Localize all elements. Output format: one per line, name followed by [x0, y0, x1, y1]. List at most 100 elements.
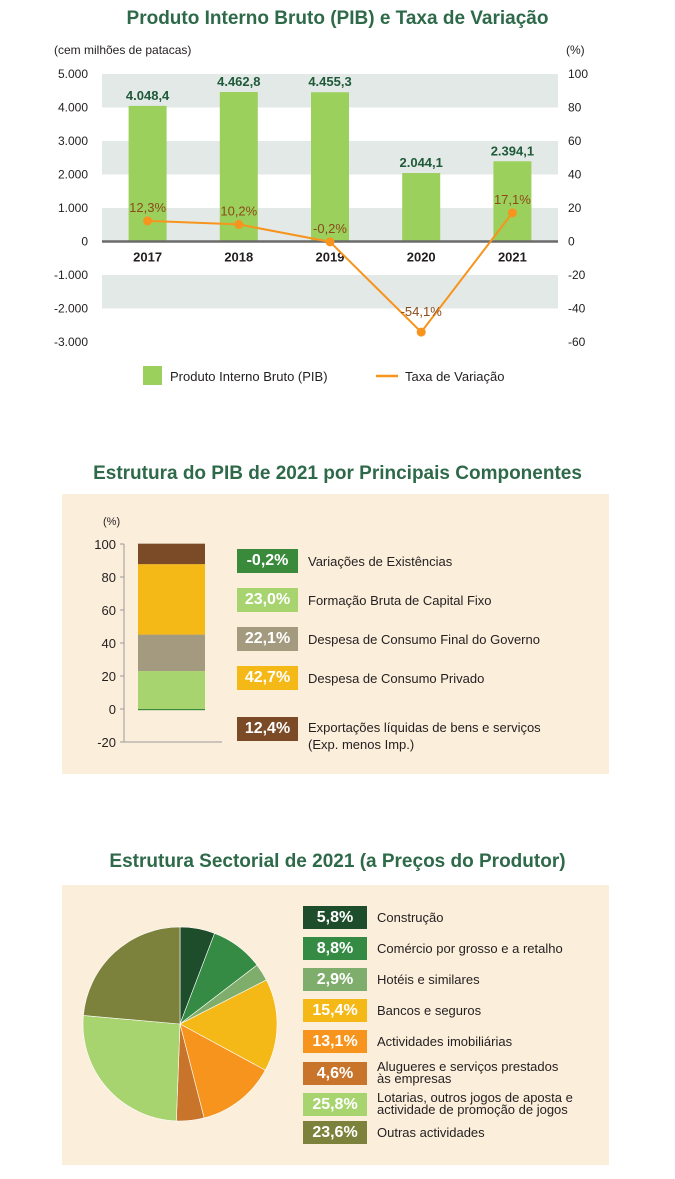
- y2-axis-title: (%): [566, 43, 585, 57]
- growth-rate-point: [234, 219, 244, 229]
- y2-tick-label: 0: [568, 235, 575, 249]
- legend-label: Hotéis e similares: [377, 972, 480, 987]
- growth-rate-label: -0,2%: [313, 221, 347, 236]
- growth-rate-label: 17,1%: [494, 192, 531, 207]
- legend-row: 4,6% Alugueres e serviços prestados às emp…: [303, 1059, 559, 1086]
- gdp-value-label: 2.394,1: [491, 143, 534, 158]
- legend-row: 5,8% Construção: [303, 906, 443, 929]
- x-tick-label: 2020: [407, 250, 436, 265]
- legend-value-badge: -0,2%: [237, 549, 298, 573]
- y-tick-label: 1.000: [58, 201, 88, 215]
- gdp-bar-line-chart: (cem milhões de patacas) (%) 5.000 4.000 3.0…: [54, 43, 588, 385]
- chart1-title: Produto Interno Bruto (PIB) e Taxa de Va…: [126, 8, 549, 29]
- y-tick-label: -3.000: [54, 335, 88, 349]
- y-tick-label: 0: [109, 702, 116, 717]
- legend-value-badge: 5,8%: [303, 906, 367, 929]
- legend-value-badge: 25,8%: [303, 1092, 367, 1116]
- stack-segment-inventory: [138, 709, 205, 711]
- gdp-bar: [402, 173, 441, 242]
- y2-tick-label: 60: [568, 134, 582, 148]
- y2-tick-label: -60: [568, 335, 586, 349]
- growth-rate-point: [416, 327, 426, 337]
- y2-tick-label: 80: [568, 101, 582, 115]
- legend-row: 22,1% Despesa de Consumo Final do Governo: [237, 627, 540, 651]
- growth-rate-label: 12,3%: [129, 200, 166, 215]
- legend-row: 23,0% Formação Bruta de Capital Fixo: [237, 588, 492, 612]
- x-tick-label: 2021: [498, 250, 527, 265]
- legend-value-badge: 23,6%: [303, 1121, 367, 1144]
- pie-slice: [82, 1015, 181, 1122]
- legend-value-badge: 22,1%: [237, 627, 298, 651]
- legend-row: 12,4% Exportações líquidas de bens e serv…: [237, 705, 541, 753]
- legend-label-line2: (Exp. menos Imp.): [308, 737, 415, 752]
- legend-row: 2,9% Hotéis e similares: [303, 968, 480, 991]
- y-axis-title: (cem milhões de patacas): [54, 43, 191, 57]
- legend-value-badge: 12,4%: [237, 717, 298, 741]
- growth-rate-label: 10,2%: [220, 203, 257, 218]
- y-tick-label: 5.000: [58, 67, 88, 81]
- y2-tick-label: -20: [568, 268, 586, 282]
- legend-value-badge: 42,7%: [237, 666, 298, 690]
- y2-tick-label: -40: [568, 302, 586, 316]
- pie-slice: [179, 1023, 266, 1119]
- legend-value-badge: 8,8%: [303, 937, 367, 960]
- y-tick-label: 3.000: [58, 134, 88, 148]
- growth-rate-point: [507, 208, 517, 218]
- y-tick-label: -20: [97, 735, 116, 750]
- x-tick-label: 2017: [133, 250, 162, 265]
- stack-segment: [138, 671, 205, 709]
- legend-value-badge: 4,6%: [303, 1061, 367, 1085]
- y-tick-label: 80: [102, 570, 116, 585]
- legend-row: 42,7% Despesa de Consumo Privado: [237, 666, 484, 690]
- legend-label: Comércio por grosso e a retalho: [377, 941, 563, 956]
- gdp-value-label: 4.462,8: [217, 74, 260, 89]
- legend-row: 15,4% Bancos e seguros: [303, 999, 481, 1022]
- legend-row: 13,1% Actividades imobiliárias: [303, 1030, 512, 1053]
- legend-label-gdp: Produto Interno Bruto (PIB): [170, 369, 328, 384]
- y-tick-label: 40: [102, 636, 116, 651]
- y-tick-label: 20: [102, 669, 116, 684]
- legend-label-line2: actividade de promoção de jogos: [377, 1102, 568, 1117]
- legend-label: Construção: [377, 910, 444, 925]
- legend-label: Alugueres e serviços prestados às empresa…: [377, 1059, 559, 1086]
- legend-value-badge: 2,9%: [303, 968, 367, 991]
- stack-segment: [138, 543, 205, 565]
- y-tick-label: -2.000: [54, 302, 88, 316]
- gdp-value-label: 4.048,4: [126, 88, 170, 103]
- growth-rate-point: [325, 237, 335, 247]
- legend-label: Exportações líquidas de bens e serviços(…: [308, 720, 541, 752]
- grid-band: [102, 275, 558, 309]
- y-tick-label: -1.000: [54, 268, 88, 282]
- y-tick-label: 4.000: [58, 101, 88, 115]
- y-axis-unit: (%): [103, 516, 120, 528]
- legend-label: Despesa de Consumo Final do Governo: [308, 631, 540, 647]
- gdp-structure-stacked-chart: (%) 100 80 60 40 20 0 -20: [94, 516, 222, 750]
- legend-label: Outras actividades: [377, 1125, 485, 1140]
- y-tick-label: 100: [94, 537, 116, 552]
- legend-value-badge: 13,1%: [303, 1030, 367, 1053]
- gdp-bar: [311, 92, 349, 242]
- legend-label: Variações de Existências: [308, 553, 453, 569]
- pie-slice: [179, 979, 278, 1071]
- gdp-value-label: 2.044,1: [400, 155, 443, 170]
- y2-tick-label: 20: [568, 201, 582, 215]
- legend-label: Lotarias, outros jogos de aposta e activi…: [377, 1090, 573, 1117]
- legend-swatch-gdp: [143, 366, 162, 385]
- legend-label-rate: Taxa de Variação: [405, 369, 505, 384]
- legend-label: Despesa de Consumo Privado: [308, 670, 485, 686]
- legend-label: Bancos e seguros: [377, 1003, 482, 1018]
- y2-tick-label: 100: [568, 67, 588, 81]
- x-tick-label: 2019: [316, 250, 345, 265]
- legend-row: 23,6% Outras actividades: [303, 1121, 485, 1144]
- growth-rate-point: [143, 216, 153, 226]
- y-tick-label: 60: [102, 603, 116, 618]
- chart3-title: Estrutura Sectorial de 2021 (a Preços do…: [109, 851, 566, 872]
- y-tick-label: 0: [81, 235, 88, 249]
- legend-label: Formação Bruta de Capital Fixo: [308, 592, 492, 608]
- legend-value-badge: 15,4%: [303, 999, 367, 1022]
- legend-row: 8,8% Comércio por grosso e a retalho: [303, 937, 563, 960]
- y2-tick-label: 40: [568, 168, 582, 182]
- y-tick-label: 2.000: [58, 168, 88, 182]
